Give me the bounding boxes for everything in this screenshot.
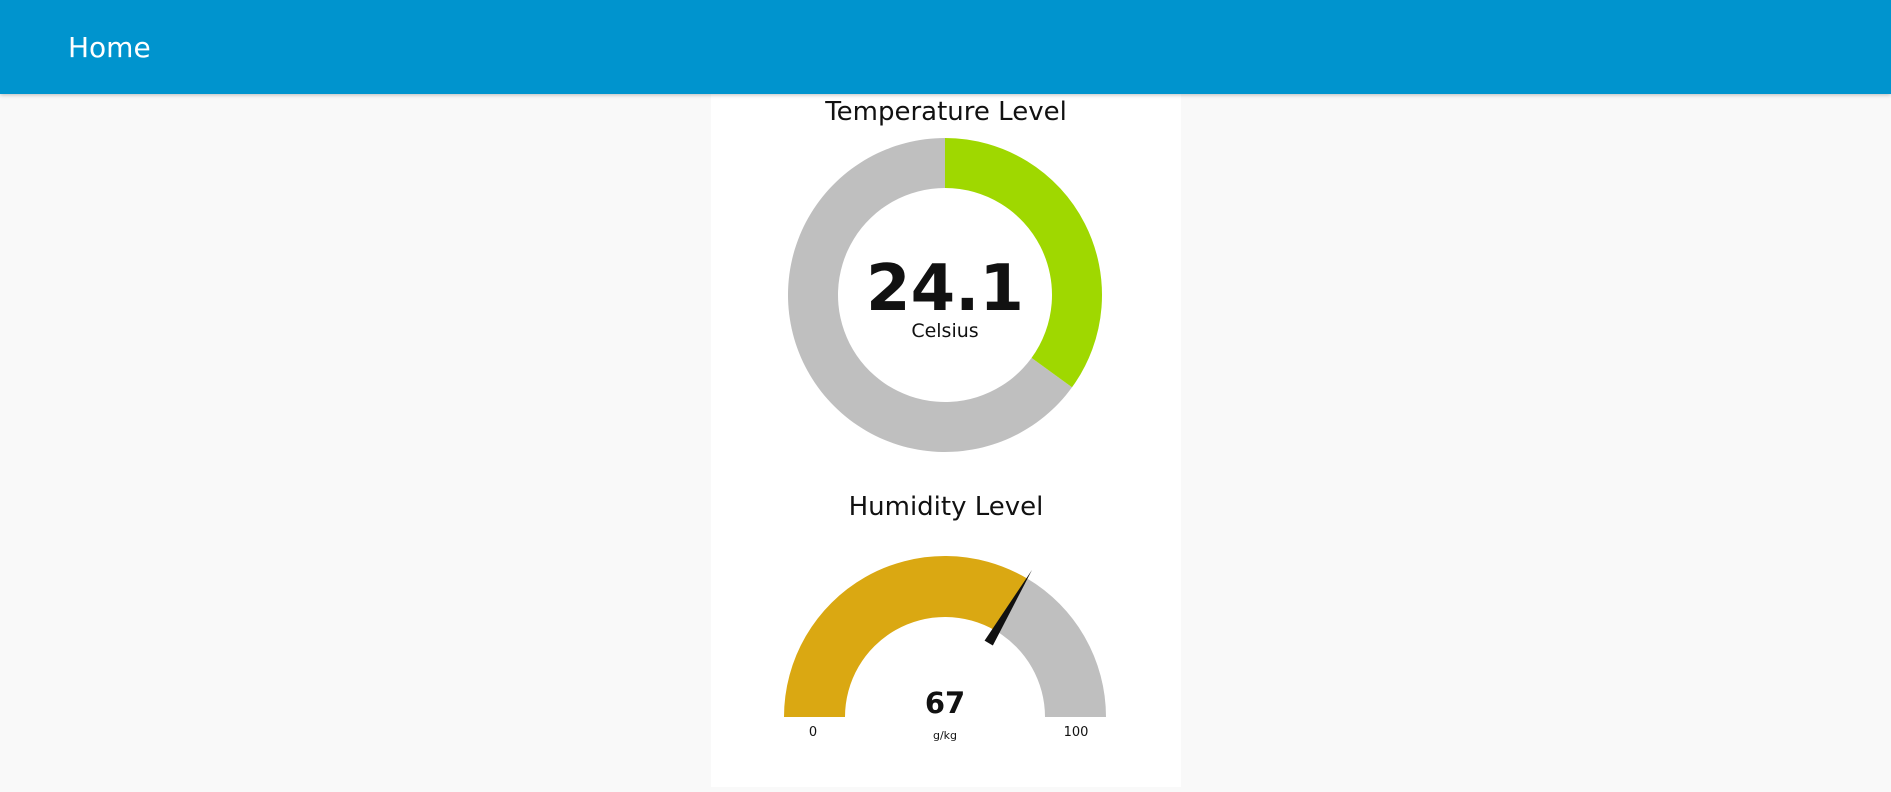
humidity-unit: g/kg: [933, 729, 957, 742]
temperature-donut-fill: [945, 138, 1102, 388]
temperature-title: Temperature Level: [825, 97, 1067, 127]
humidity-needle: [984, 569, 1033, 646]
humidity-min-label: 0: [809, 725, 817, 740]
humidity-arc-track: [995, 578, 1106, 717]
humidity-value: 67: [925, 686, 965, 720]
humidity-max-label: 100: [1064, 725, 1089, 740]
gauges-canvas: 24.1 Celsius 67 g/kg 0 100: [784, 138, 1106, 742]
temperature-value: 24.1: [866, 252, 1024, 326]
humidity-arc-gauge: 67 g/kg 0 100: [784, 556, 1106, 742]
top-bar: Home: [0, 0, 1891, 94]
dashboard-card: Temperature Level 24.1 Celsius 67 g/kg 0…: [711, 94, 1181, 787]
temperature-donut-gauge: 24.1 Celsius: [788, 138, 1102, 453]
humidity-arc-fill: [784, 556, 1027, 717]
page-title: Home: [68, 31, 151, 64]
humidity-title: Humidity Level: [848, 492, 1044, 522]
temperature-unit: Celsius: [911, 320, 978, 342]
temperature-donut-track: [788, 138, 1073, 453]
